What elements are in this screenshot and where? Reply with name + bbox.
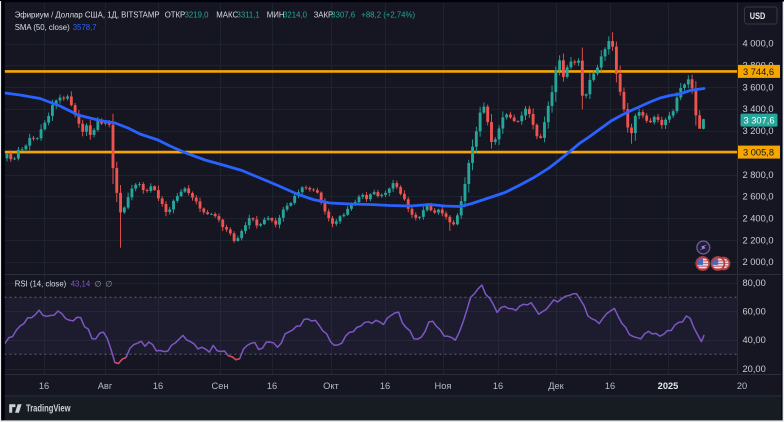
svg-text:2 800,0: 2 800,0 — [743, 170, 774, 180]
svg-text:16: 16 — [493, 381, 503, 391]
svg-text:2025: 2025 — [658, 381, 679, 391]
svg-text:3 200,0: 3 200,0 — [743, 126, 774, 136]
svg-text:USD: USD — [750, 11, 766, 22]
svg-text:Авг: Авг — [98, 381, 113, 391]
svg-text:16: 16 — [267, 381, 277, 391]
svg-text:16: 16 — [605, 381, 615, 391]
svg-text:TradingView: TradingView — [26, 404, 71, 415]
svg-text:16: 16 — [380, 381, 390, 391]
svg-text:Дек: Дек — [548, 381, 564, 391]
svg-text:3578,7: 3578,7 — [73, 23, 97, 32]
svg-text:3214,0: 3214,0 — [283, 10, 308, 19]
svg-text:3 744,6: 3 744,6 — [743, 67, 774, 77]
svg-text:2 400,0: 2 400,0 — [743, 214, 774, 224]
svg-text:16: 16 — [153, 381, 163, 391]
svg-text:3 600,0: 3 600,0 — [743, 82, 774, 92]
svg-text:3219,0: 3219,0 — [185, 10, 210, 19]
svg-text:+88,2 (+2,74%): +88,2 (+2,74%) — [361, 10, 415, 19]
svg-text:4 000,0: 4 000,0 — [743, 39, 774, 49]
svg-text:20: 20 — [737, 381, 747, 391]
svg-text:2 200,0: 2 200,0 — [743, 235, 774, 245]
svg-text:40,00: 40,00 — [743, 335, 766, 345]
svg-text:∅: ∅ — [95, 280, 102, 289]
svg-text:43,14: 43,14 — [71, 280, 91, 289]
svg-text:Окт: Окт — [323, 381, 339, 391]
svg-text:3 400,0: 3 400,0 — [743, 104, 774, 114]
svg-text:RSI (14, close): RSI (14, close) — [15, 280, 67, 289]
svg-text:3311,1: 3311,1 — [237, 10, 260, 19]
svg-text:МИН: МИН — [267, 10, 285, 19]
svg-text:2 600,0: 2 600,0 — [743, 192, 774, 202]
svg-text:МАКС: МАКС — [216, 10, 238, 19]
svg-text:3307,6: 3307,6 — [331, 10, 355, 19]
svg-text:Ноя: Ноя — [435, 381, 452, 391]
svg-text:SMA (50, close): SMA (50, close) — [15, 23, 70, 32]
svg-text:60,00: 60,00 — [743, 307, 766, 317]
svg-text:Сен: Сен — [211, 381, 228, 391]
svg-text:80,00: 80,00 — [743, 278, 766, 288]
svg-text:16: 16 — [39, 381, 49, 391]
svg-text:20,00: 20,00 — [743, 364, 766, 374]
svg-text:Эфириум / Доллар США, 1Д, BITS: Эфириум / Доллар США, 1Д, BITSTAMP — [15, 10, 160, 19]
svg-text:3 005,8: 3 005,8 — [743, 148, 774, 158]
svg-text:ЗАКР: ЗАКР — [314, 10, 334, 19]
svg-text:∅: ∅ — [105, 280, 112, 289]
svg-text:3 307,6: 3 307,6 — [744, 116, 775, 126]
svg-text:ОТКР: ОТКР — [165, 10, 186, 19]
svg-text:2 000,0: 2 000,0 — [743, 257, 774, 267]
